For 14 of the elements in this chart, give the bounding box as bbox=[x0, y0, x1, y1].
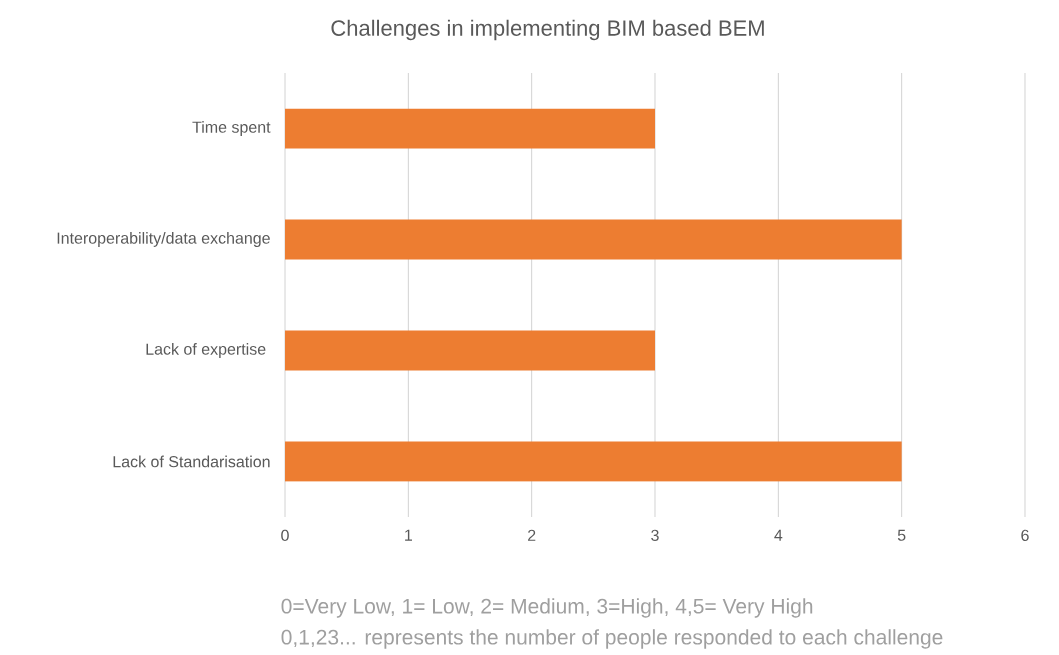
x-tick-label: 4 bbox=[774, 529, 783, 541]
x-tick-label: 6 bbox=[1021, 529, 1029, 542]
x-tick-label: 1 bbox=[405, 529, 412, 541]
y-tick-label: Interoperability/data exchange bbox=[57, 232, 270, 247]
text: 0=Very Low, 1= Low, 2= Medium, 3=High, 4,5= Very High bbox=[281, 598, 813, 618]
y-tick-label: Lack of Standarisation bbox=[113, 455, 270, 468]
x-tick-label: 5 bbox=[897, 529, 906, 541]
x-tick-label: 0 bbox=[281, 529, 289, 542]
x-tick-label: 3 bbox=[651, 529, 659, 542]
chart-title: Challenges in implementing BIM based BEM bbox=[331, 19, 764, 41]
y-tick-label: Time spent bbox=[192, 121, 271, 136]
x-tick-label: 2 bbox=[528, 529, 536, 541]
text: 0,1,23... represents the number of people responded to each challenge bbox=[281, 629, 943, 649]
y-tick-label: Lack of expertise bbox=[146, 343, 266, 358]
